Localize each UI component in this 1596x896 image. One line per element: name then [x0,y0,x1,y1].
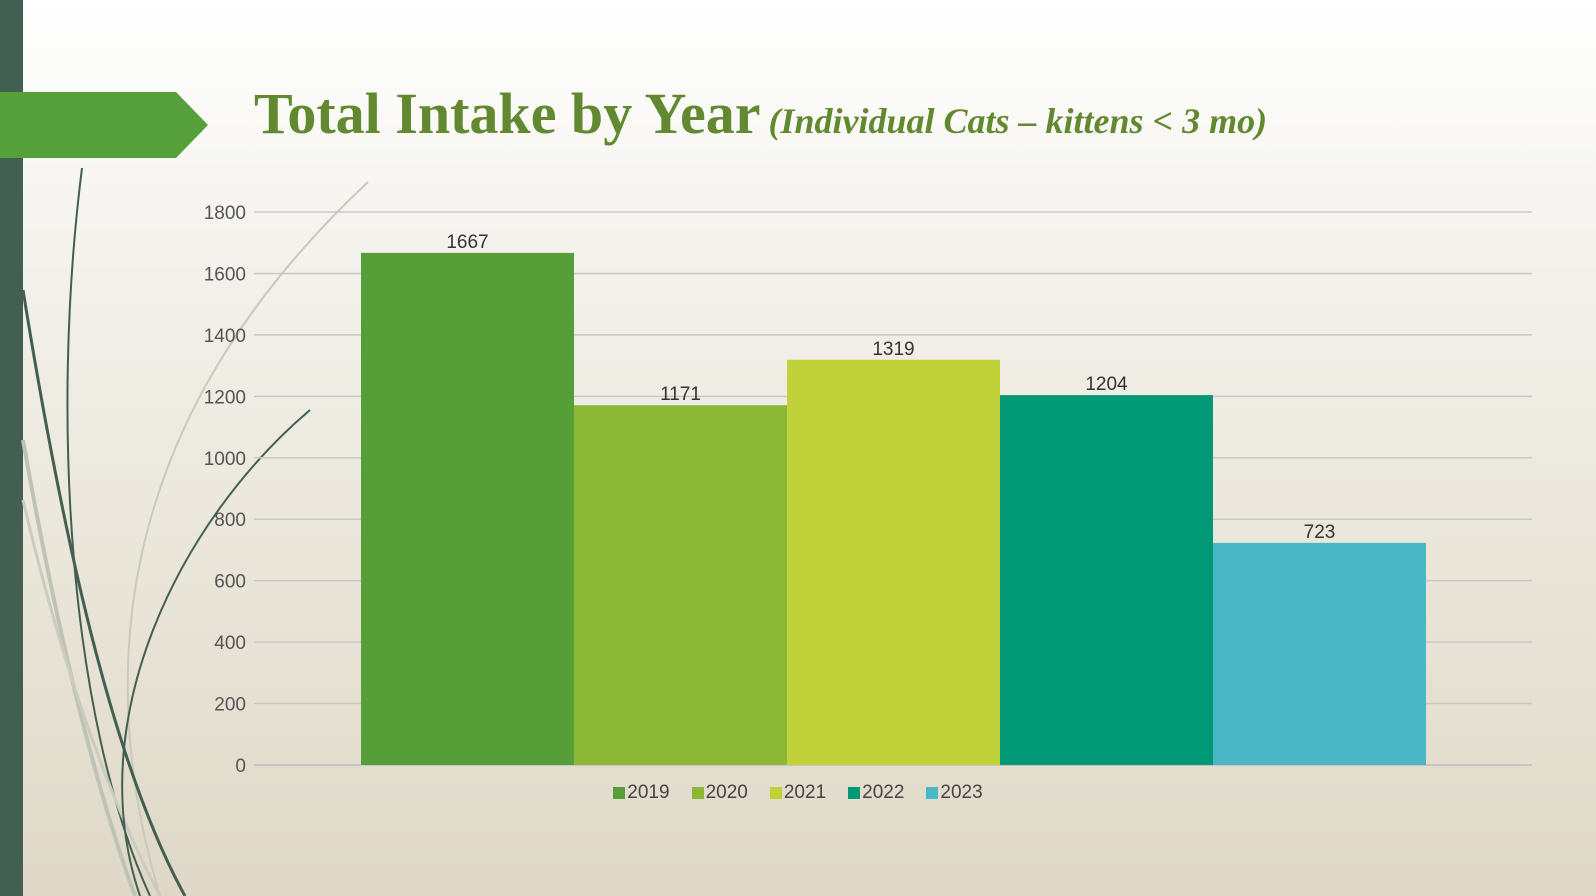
slide-title: Total Intake by Year (Individual Cats – k… [254,80,1267,147]
legend-swatch [691,787,704,799]
y-tick-label: 1200 [204,387,246,408]
legend-item-2020: 2020 [691,782,748,804]
legend-item-2019: 2019 [613,782,670,804]
legend-item-2022: 2022 [848,782,904,804]
data-label-2023: 723 [1304,522,1336,543]
y-tick-label: 800 [214,510,246,531]
title-subtitle-text: (Individual Cats – kittens < 3 mo) [768,101,1268,141]
y-tick-label: 1800 [204,203,246,224]
title-main-text: Total Intake by Year [254,81,761,146]
legend-label: 2022 [862,782,905,803]
legend-swatch [769,787,782,799]
bar-2020 [574,405,787,765]
y-tick-label: 400 [214,633,246,654]
y-axis-ticks: 0 200 400 600 800 1000 1200 1400 1600 1800 [204,203,246,777]
y-tick-label: 1000 [204,449,246,470]
y-tick-label: 1400 [204,326,246,347]
legend-label: 2021 [783,782,827,803]
legend-item-2021: 2021 [769,782,827,804]
y-tick-label: 200 [214,695,246,716]
legend-label: 2019 [627,782,670,803]
decorative-swoosh-lines [21,167,369,896]
data-label-2019: 1667 [446,232,488,253]
data-label-2021: 1319 [872,339,914,360]
bars [361,252,1426,766]
title-arrow-shape [0,92,208,158]
legend-label: 2020 [705,782,748,803]
data-label-2022: 1204 [1085,374,1128,395]
legend-label: 2023 [940,782,983,803]
chart-legend: 2019 2020 2021 2022 2023 [0,782,1596,804]
y-tick-label: 600 [214,572,246,593]
legend-swatch [926,787,939,799]
bar-2023 [1213,542,1426,765]
legend-swatch [613,787,626,799]
y-tick-label: 1600 [204,264,246,285]
bar-2019 [361,252,574,766]
y-tick-label: 0 [235,756,246,777]
legend-swatch [848,787,861,799]
bar-2022 [1000,395,1213,765]
data-label-2020: 1171 [660,384,701,405]
left-accent-stripe [0,0,23,896]
bar-2021 [787,359,1000,765]
legend-item-2023: 2023 [926,782,983,804]
data-labels: 1667 1171 1319 1204 723 [446,232,1335,543]
